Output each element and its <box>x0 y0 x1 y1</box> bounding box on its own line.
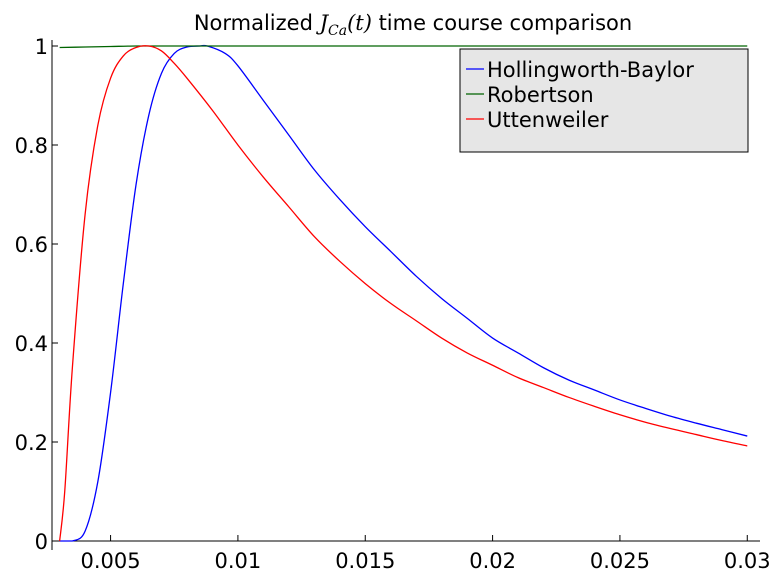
legend-label-hollingworth-baylor: Hollingworth-Baylor <box>487 58 694 82</box>
x-tick-label: 0.01 <box>215 549 262 573</box>
y-tick-label: 0.8 <box>15 134 48 158</box>
series-line-robertson <box>59 45 748 49</box>
x-tick-label: 0.025 <box>590 549 650 573</box>
legend-label-robertson: Robertson <box>487 83 594 107</box>
y-tick-label: 1 <box>35 35 48 59</box>
legend-label-uttenweiler: Uttenweiler <box>487 108 609 132</box>
title-math-arg: (t) <box>347 11 372 35</box>
y-tick-label: 0.2 <box>15 431 48 455</box>
title-prefix: Normalized <box>194 11 320 35</box>
x-tick-label: 0.03 <box>724 549 771 573</box>
series-line-hollingworth-baylor <box>59 44 748 542</box>
chart-title: Normalized JCa(t) time course comparison <box>194 11 632 39</box>
y-tick-label: 0.6 <box>15 233 48 257</box>
series-line-uttenweiler <box>58 45 748 542</box>
svg-text:Normalized JCa(t) time course: Normalized JCa(t) time course comparison <box>194 11 632 39</box>
title-math-sub: Ca <box>328 23 347 39</box>
legend-box <box>459 48 749 153</box>
x-tick-label: 0.005 <box>81 549 141 573</box>
x-tick-label: 0.02 <box>469 549 516 573</box>
title-suffix: time course comparison <box>372 11 632 35</box>
y-tick-label: 0 <box>35 530 48 554</box>
title-math-main: J <box>316 11 330 35</box>
y-tick-label: 0.4 <box>15 332 48 356</box>
axes <box>51 40 760 550</box>
x-tick-label: 0.015 <box>335 549 395 573</box>
